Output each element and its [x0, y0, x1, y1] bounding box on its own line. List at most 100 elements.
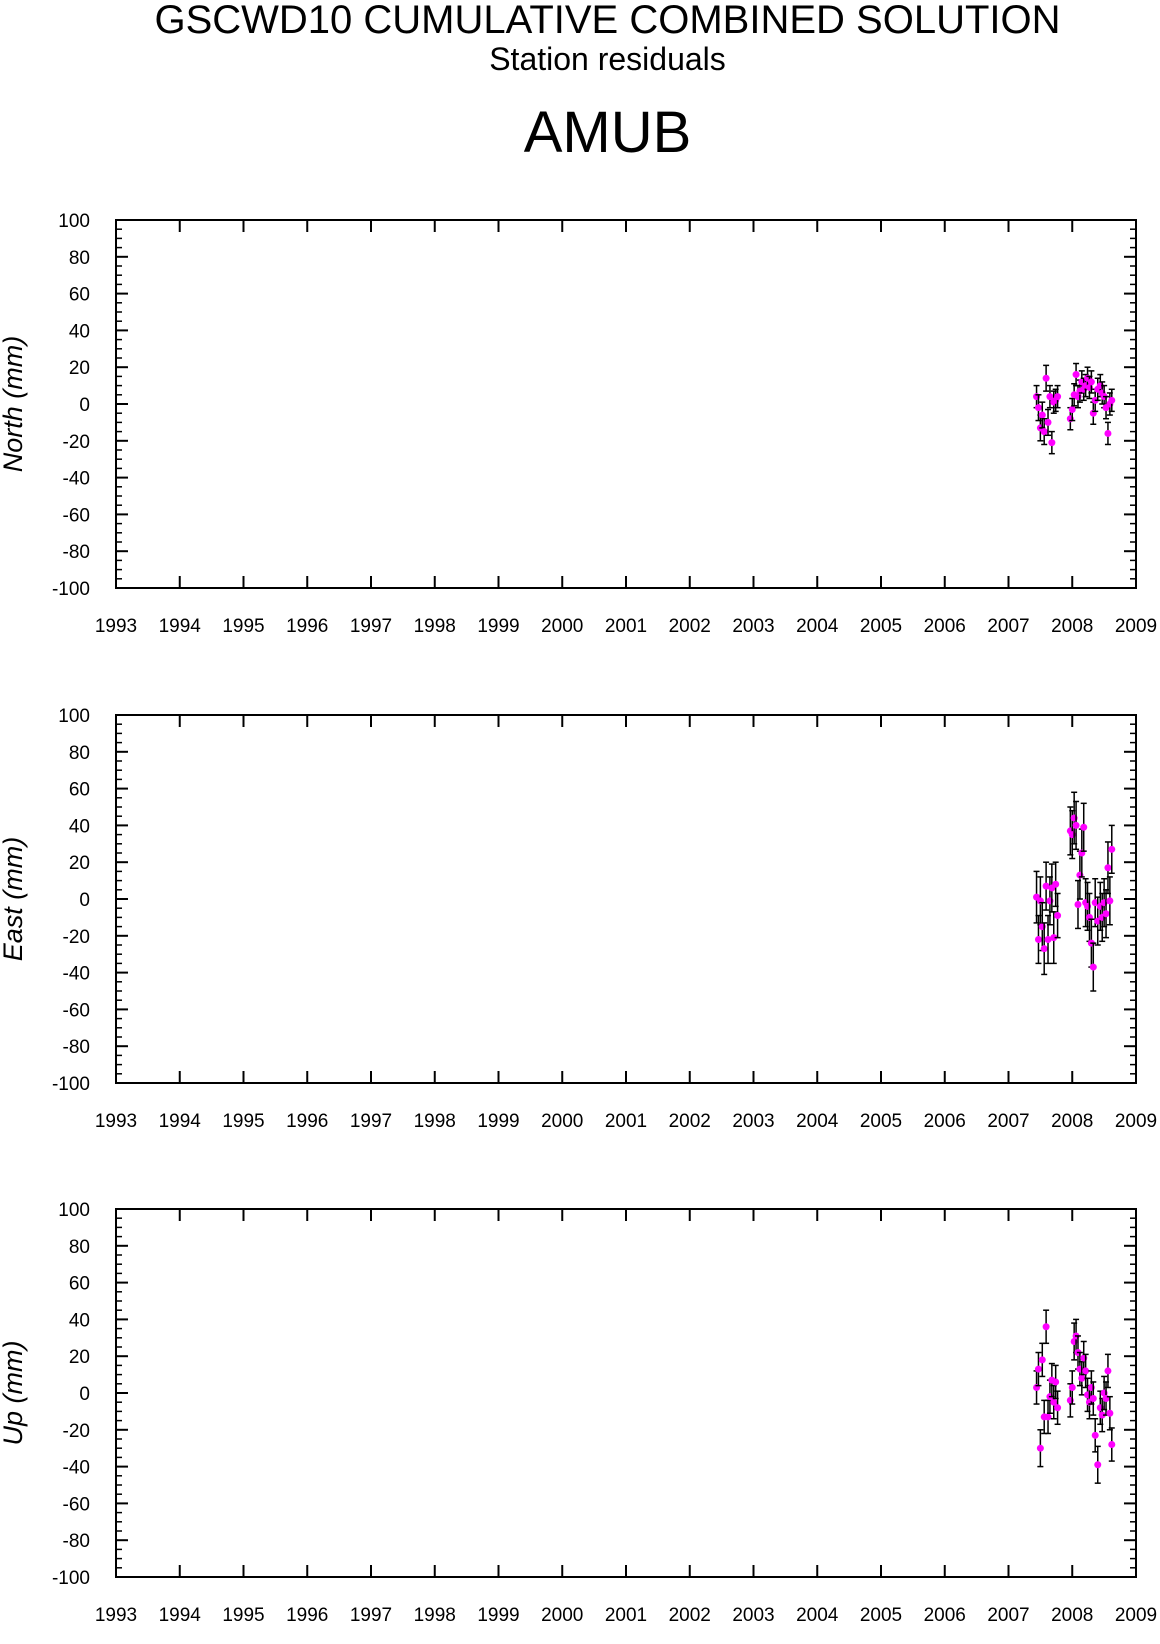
east-x-tick-label: 1995 [222, 1111, 264, 1132]
north-data-point [1042, 374, 1050, 382]
up-data-point [1036, 1444, 1044, 1452]
north-data-point [1034, 404, 1042, 412]
east-data-point [1050, 934, 1058, 942]
north-data-point [1072, 371, 1080, 379]
header: GSCWD10 CUMULATIVE COMBINED SOLUTION Sta… [0, 0, 1160, 175]
up-x-tick-label: 1993 [95, 1605, 137, 1626]
east-x-tick-label: 1997 [350, 1111, 392, 1132]
up-x-tick-label: 1995 [222, 1605, 264, 1626]
up-data-point [1091, 1431, 1099, 1439]
north-y-tick-label: -80 [63, 542, 90, 563]
up-x-tick-label: 2004 [796, 1605, 839, 1626]
up-data-point [1082, 1367, 1090, 1375]
north-data-point [1068, 406, 1076, 414]
north-x-tick-label: 1999 [477, 616, 519, 637]
up-data-point [1104, 1367, 1112, 1375]
east-x-tick-label: 1998 [414, 1111, 456, 1132]
east-y-tick-label: 20 [69, 853, 90, 874]
up-y-tick-label: 60 [69, 1274, 90, 1295]
east-y-axis-label: East (mm) [0, 837, 28, 962]
up-data-point [1094, 1461, 1102, 1469]
up-y-tick-label: 0 [79, 1384, 90, 1405]
east-x-tick-label: 1996 [286, 1111, 328, 1132]
up-y-tick-label: -100 [52, 1568, 90, 1589]
east-x-tick-label: 1993 [95, 1111, 137, 1132]
north-x-tick-label: 2006 [924, 616, 966, 637]
north-x-tick-label: 2002 [669, 616, 711, 637]
east-y-tick-label: -60 [63, 1000, 90, 1021]
up-y-tick-label: -60 [63, 1494, 90, 1515]
east-y-tick-label: 40 [69, 816, 90, 837]
north-x-tick-label: 2008 [1051, 616, 1093, 637]
up-y-tick-label: 80 [69, 1237, 90, 1258]
up-x-tick-label: 1998 [414, 1605, 456, 1626]
north-data-point [1048, 439, 1056, 447]
up-y-tick-label: -20 [63, 1421, 90, 1442]
north-y-tick-label: -20 [63, 432, 90, 453]
up-data-point [1054, 1404, 1062, 1412]
north-x-tick-label: 1996 [286, 616, 328, 637]
north-x-tick-label: 2003 [732, 616, 774, 637]
north-y-tick-label: 80 [69, 248, 90, 269]
up-data-point [1050, 1398, 1058, 1406]
east-data-point [1102, 910, 1110, 918]
east-data-point [1091, 899, 1099, 907]
east-x-tick-label: 2006 [924, 1111, 966, 1132]
up-data-point [1034, 1365, 1042, 1373]
up-x-tick-label: 1997 [350, 1605, 392, 1626]
up-data-point [1089, 1395, 1097, 1403]
up-x-tick-label: 2007 [987, 1605, 1029, 1626]
east-data-point [1052, 880, 1060, 888]
east-y-tick-label: 100 [58, 706, 90, 727]
north-x-tick-label: 2001 [605, 616, 647, 637]
up-x-tick-label: 1996 [286, 1605, 328, 1626]
north-x-tick-label: 2005 [860, 616, 902, 637]
north-y-tick-label: -60 [63, 505, 90, 526]
up-x-tick-label: 2002 [669, 1605, 711, 1626]
north-data-point [1087, 378, 1095, 386]
east-x-tick-label: 2008 [1051, 1111, 1093, 1132]
north-x-tick-label: 2009 [1115, 616, 1157, 637]
east-x-tick-label: 2002 [669, 1111, 711, 1132]
up-x-tick-label: 1999 [477, 1605, 519, 1626]
up-y-axis-label: Up (mm) [0, 1341, 28, 1446]
up-data-point [1078, 1374, 1086, 1382]
north-y-tick-label: -40 [63, 469, 90, 490]
east-x-tick-label: 2009 [1115, 1111, 1157, 1132]
east-x-tick-label: 2005 [860, 1111, 902, 1132]
north-data-point [1044, 418, 1052, 426]
east-data-point [1106, 897, 1114, 905]
up-data-point [1052, 1378, 1060, 1386]
up-data-point [1038, 1356, 1046, 1364]
north-data-point [1108, 396, 1116, 404]
up-data-point [1106, 1409, 1114, 1417]
east-y-tick-label: 60 [69, 780, 90, 801]
up-y-tick-label: 20 [69, 1347, 90, 1368]
up-plot-frame [115, 1208, 1137, 1578]
up-x-tick-label: 2009 [1115, 1605, 1157, 1626]
north-x-tick-label: 1995 [222, 616, 264, 637]
station-name: AMUB [523, 100, 692, 165]
up-data-point [1098, 1411, 1106, 1419]
north-data-point [1038, 411, 1046, 419]
north-x-tick-label: 2000 [541, 616, 583, 637]
east-x-tick-label: 2007 [987, 1111, 1029, 1132]
north-x-tick-label: 2007 [987, 616, 1029, 637]
up-x-tick-label: 2001 [605, 1605, 647, 1626]
north-x-tick-label: 1993 [95, 616, 137, 637]
east-data-point [1108, 845, 1116, 853]
up-data-point [1108, 1441, 1116, 1449]
east-y-tick-label: -100 [52, 1074, 90, 1095]
up-x-tick-label: 1994 [159, 1605, 202, 1626]
east-data-point [1040, 945, 1048, 953]
up-data-point [1044, 1413, 1052, 1421]
up-data-point [1068, 1383, 1076, 1391]
north-x-tick-label: 1997 [350, 616, 392, 637]
east-y-tick-label: 80 [69, 743, 90, 764]
east-y-tick-label: -40 [63, 964, 90, 985]
up-y-tick-label: -80 [63, 1531, 90, 1552]
east-data-point [1044, 935, 1052, 943]
north-y-tick-label: 60 [69, 285, 90, 306]
